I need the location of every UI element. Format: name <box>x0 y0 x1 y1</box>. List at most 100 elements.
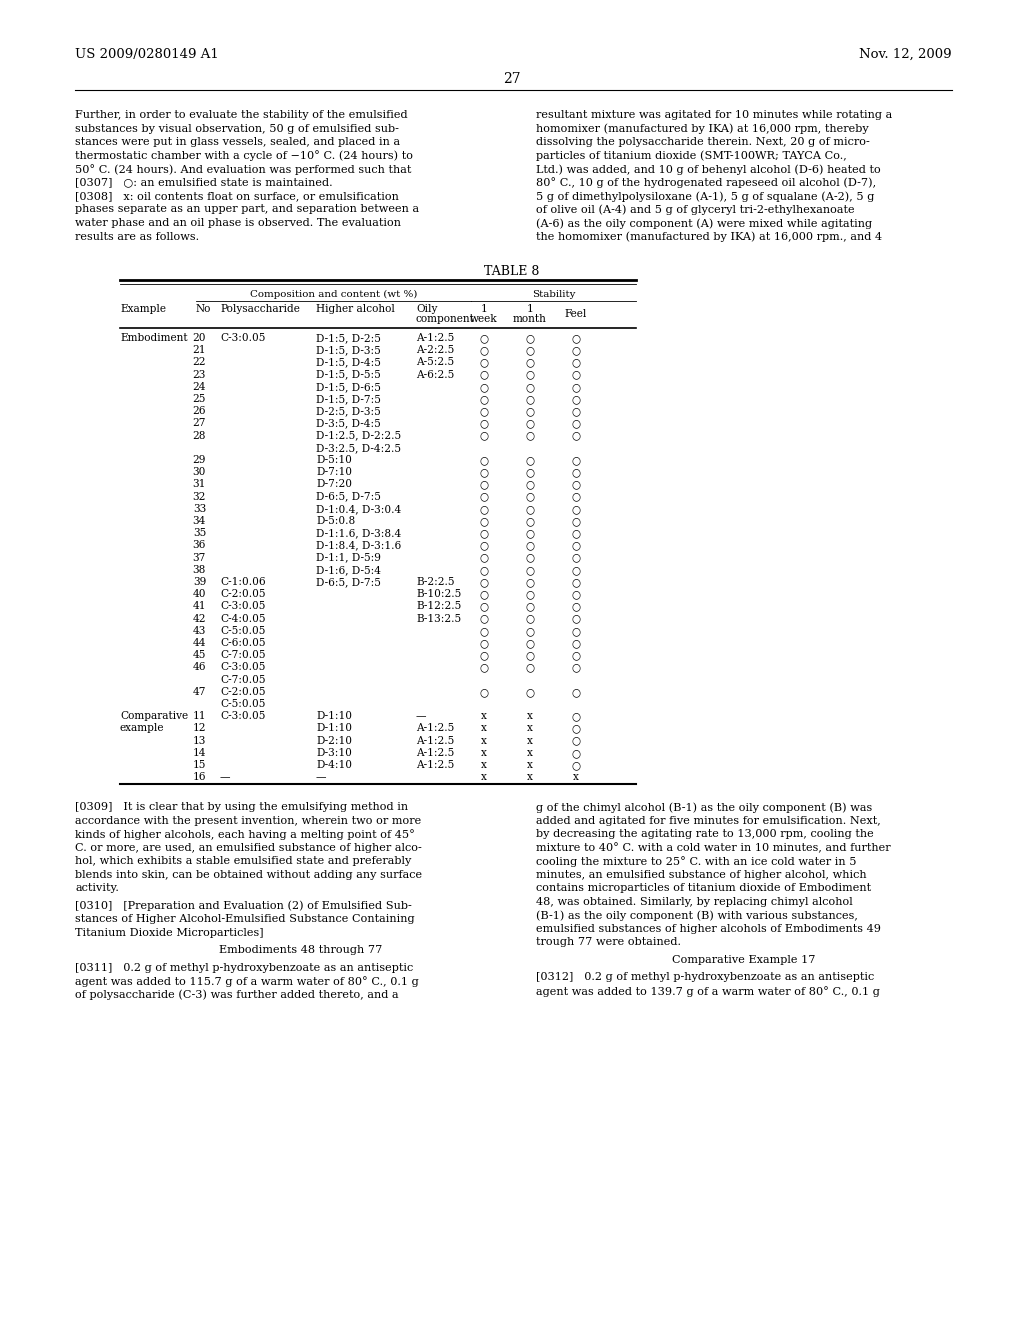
Text: Oily: Oily <box>416 304 437 314</box>
Text: 35: 35 <box>193 528 206 539</box>
Text: mixture to 40° C. with a cold water in 10 minutes, and further: mixture to 40° C. with a cold water in 1… <box>536 843 891 854</box>
Text: 14: 14 <box>193 748 206 758</box>
Text: ○: ○ <box>525 540 535 550</box>
Text: 21: 21 <box>193 346 206 355</box>
Text: cooling the mixture to 25° C. with an ice cold water in 5: cooling the mixture to 25° C. with an ic… <box>536 857 856 867</box>
Text: Embodiments 48 through 77: Embodiments 48 through 77 <box>219 945 382 956</box>
Text: ○: ○ <box>571 333 581 343</box>
Text: Stability: Stability <box>531 290 575 300</box>
Text: 22: 22 <box>193 358 206 367</box>
Text: —: — <box>316 772 327 783</box>
Text: C-2:0.05: C-2:0.05 <box>220 686 265 697</box>
Text: No: No <box>196 304 211 314</box>
Text: 5 g of dimethylpolysiloxane (A-1), 5 g of squalane (A-2), 5 g: 5 g of dimethylpolysiloxane (A-1), 5 g o… <box>536 191 874 202</box>
Text: (B-1) as the oily component (B) with various substances,: (B-1) as the oily component (B) with var… <box>536 911 858 921</box>
Text: Composition and content (wt %): Composition and content (wt %) <box>250 290 417 300</box>
Text: ○: ○ <box>571 491 581 502</box>
Text: 47: 47 <box>193 686 206 697</box>
Text: ○: ○ <box>571 516 581 525</box>
Text: emulsified substances of higher alcohols of Embodiments 49: emulsified substances of higher alcohols… <box>536 924 881 935</box>
Text: ○: ○ <box>479 455 488 465</box>
Text: D-1:5, D-2:5: D-1:5, D-2:5 <box>316 333 381 343</box>
Text: Higher alcohol: Higher alcohol <box>316 304 395 314</box>
Text: D-4:10: D-4:10 <box>316 760 352 770</box>
Text: 44: 44 <box>193 638 206 648</box>
Text: C-6:0.05: C-6:0.05 <box>220 638 265 648</box>
Text: Comparative Example 17: Comparative Example 17 <box>672 954 816 965</box>
Text: C-4:0.05: C-4:0.05 <box>220 614 265 623</box>
Text: D-6:5, D-7:5: D-6:5, D-7:5 <box>316 577 381 587</box>
Text: ○: ○ <box>571 370 581 380</box>
Text: 38: 38 <box>193 565 206 574</box>
Text: ○: ○ <box>479 333 488 343</box>
Text: x: x <box>527 735 532 746</box>
Text: ○: ○ <box>479 407 488 416</box>
Text: Example: Example <box>120 304 166 314</box>
Text: ○: ○ <box>571 723 581 734</box>
Text: D-1:5, D-6:5: D-1:5, D-6:5 <box>316 381 381 392</box>
Text: 15: 15 <box>193 760 206 770</box>
Text: ○: ○ <box>525 333 535 343</box>
Text: x: x <box>527 760 532 770</box>
Text: ○: ○ <box>479 626 488 636</box>
Text: Nov. 12, 2009: Nov. 12, 2009 <box>859 48 952 61</box>
Text: 34: 34 <box>193 516 206 525</box>
Text: Titanium Dioxide Microparticles]: Titanium Dioxide Microparticles] <box>75 928 263 939</box>
Text: ○: ○ <box>571 418 581 429</box>
Text: C-3:0.05: C-3:0.05 <box>220 663 265 672</box>
Text: (A-6) as the oily component (A) were mixed while agitating: (A-6) as the oily component (A) were mix… <box>536 218 872 228</box>
Text: ○: ○ <box>479 358 488 367</box>
Text: ○: ○ <box>525 516 535 525</box>
Text: thermostatic chamber with a cycle of −10° C. (24 hours) to: thermostatic chamber with a cycle of −10… <box>75 150 413 161</box>
Text: 39: 39 <box>193 577 206 587</box>
Text: component: component <box>416 314 475 323</box>
Text: D-1:10: D-1:10 <box>316 723 352 734</box>
Text: A-5:2.5: A-5:2.5 <box>416 358 454 367</box>
Text: agent was added to 115.7 g of a warm water of 80° C., 0.1 g: agent was added to 115.7 g of a warm wat… <box>75 977 419 987</box>
Text: Further, in order to evaluate the stability of the emulsified: Further, in order to evaluate the stabil… <box>75 110 408 120</box>
Text: D-1:10: D-1:10 <box>316 711 352 721</box>
Text: month: month <box>513 314 547 323</box>
Text: 26: 26 <box>193 407 206 416</box>
Text: D-1:5, D-7:5: D-1:5, D-7:5 <box>316 393 381 404</box>
Text: x: x <box>527 723 532 734</box>
Text: ○: ○ <box>571 663 581 672</box>
Text: 1: 1 <box>526 304 534 314</box>
Text: D-7:20: D-7:20 <box>316 479 352 490</box>
Text: 16: 16 <box>193 772 206 783</box>
Text: ○: ○ <box>525 407 535 416</box>
Text: ○: ○ <box>571 553 581 562</box>
Text: C-3:0.05: C-3:0.05 <box>220 333 265 343</box>
Text: 43: 43 <box>193 626 206 636</box>
Text: ○: ○ <box>571 479 581 490</box>
Text: US 2009/0280149 A1: US 2009/0280149 A1 <box>75 48 219 61</box>
Text: Polysaccharide: Polysaccharide <box>220 304 300 314</box>
Text: ○: ○ <box>479 430 488 441</box>
Text: ○: ○ <box>571 626 581 636</box>
Text: 42: 42 <box>193 614 206 623</box>
Text: D-1:0.4, D-3:0.4: D-1:0.4, D-3:0.4 <box>316 504 401 513</box>
Text: TABLE 8: TABLE 8 <box>484 265 540 279</box>
Text: D-1:5, D-4:5: D-1:5, D-4:5 <box>316 358 381 367</box>
Text: ○: ○ <box>571 577 581 587</box>
Text: ○: ○ <box>525 358 535 367</box>
Text: added and agitated for five minutes for emulsification. Next,: added and agitated for five minutes for … <box>536 816 881 826</box>
Text: ○: ○ <box>479 370 488 380</box>
Text: hol, which exhibits a stable emulsified state and preferably: hol, which exhibits a stable emulsified … <box>75 857 412 866</box>
Text: activity.: activity. <box>75 883 119 894</box>
Text: ○: ○ <box>479 516 488 525</box>
Text: x: x <box>481 735 487 746</box>
Text: 11: 11 <box>193 711 206 721</box>
Text: 80° C., 10 g of the hydrogenated rapeseed oil alcohol (D-7),: 80° C., 10 g of the hydrogenated rapesee… <box>536 177 877 189</box>
Text: ○: ○ <box>479 381 488 392</box>
Text: x: x <box>527 748 532 758</box>
Text: ○: ○ <box>525 553 535 562</box>
Text: x: x <box>481 711 487 721</box>
Text: ○: ○ <box>479 638 488 648</box>
Text: ○: ○ <box>571 760 581 770</box>
Text: C-3:0.05: C-3:0.05 <box>220 602 265 611</box>
Text: 36: 36 <box>193 540 206 550</box>
Text: D-1:5, D-3:5: D-1:5, D-3:5 <box>316 346 381 355</box>
Text: C. or more, are used, an emulsified substance of higher alco-: C. or more, are used, an emulsified subs… <box>75 843 422 853</box>
Text: ○: ○ <box>479 663 488 672</box>
